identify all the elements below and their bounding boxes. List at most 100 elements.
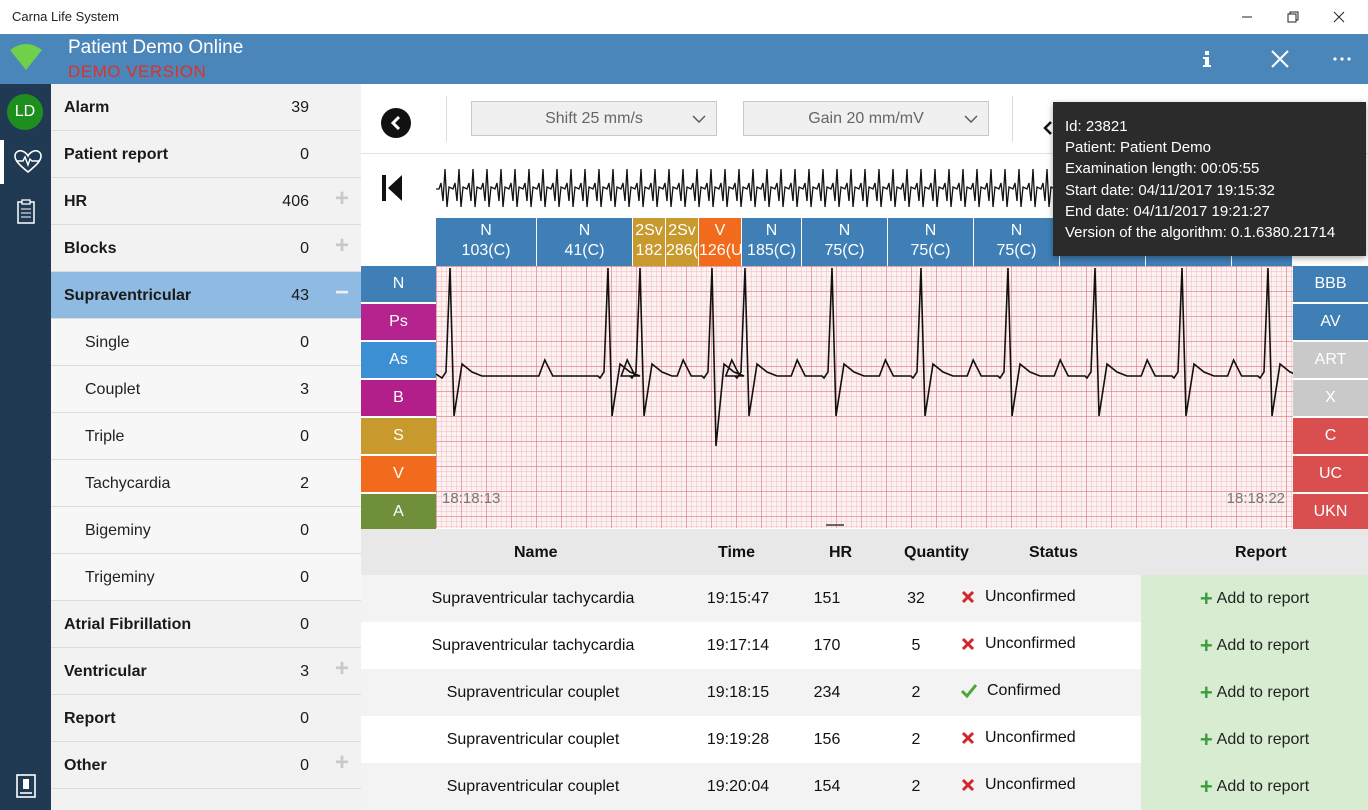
- category-count: 39: [291, 99, 309, 116]
- close-icon[interactable]: [1263, 42, 1297, 76]
- beat-label[interactable]: N 75(C): [974, 218, 1060, 266]
- restore-icon[interactable]: [1270, 0, 1316, 34]
- beat-class-button-as[interactable]: As: [361, 342, 436, 379]
- category-count: 0: [300, 710, 309, 727]
- add-to-report-button[interactable]: + Add to report: [1141, 763, 1368, 810]
- toolbar-divider: [1012, 96, 1013, 142]
- tooltip-length: Examination length: 00:05:55: [1065, 160, 1260, 178]
- status-badge[interactable]: Unconfirmed: [961, 729, 1076, 747]
- more-options-icon[interactable]: [1325, 42, 1359, 76]
- table-row[interactable]: Supraventricular tachycardia 19:17:14 170 5…: [361, 622, 1368, 669]
- add-to-report-label: Add to report: [1216, 636, 1310, 654]
- category-label: Triple: [85, 428, 125, 445]
- beat-class-button-n[interactable]: N: [361, 266, 436, 303]
- status-badge[interactable]: Unconfirmed: [961, 776, 1076, 794]
- table-row[interactable]: Supraventricular couplet 19:19:28 156 2 Unco…: [361, 716, 1368, 763]
- table-row[interactable]: Supraventricular couplet 19:18:15 234 2 Conf…: [361, 669, 1368, 716]
- col-status[interactable]: Status: [1029, 544, 1078, 561]
- add-to-report-button[interactable]: + Add to report: [1141, 622, 1368, 669]
- beat-class-button-a[interactable]: A: [361, 494, 436, 531]
- artifact-class-button-c[interactable]: C: [1293, 418, 1368, 455]
- status-badge[interactable]: Unconfirmed: [961, 635, 1076, 653]
- artifact-class-button-ukn[interactable]: UKN: [1293, 494, 1368, 531]
- category-count: 0: [300, 146, 309, 163]
- table-row[interactable]: Supraventricular tachycardia 19:15:47 151 3…: [361, 575, 1368, 622]
- status-text: Unconfirmed: [985, 635, 1076, 652]
- category-item-patient-report[interactable]: Patient report 0: [51, 131, 361, 178]
- beat-class-button-v[interactable]: V: [361, 456, 436, 493]
- add-to-report-button[interactable]: + Add to report: [1141, 716, 1368, 763]
- category-label: Other: [64, 757, 107, 774]
- category-label: Single: [85, 334, 130, 351]
- overview-ecg-trace: [436, 168, 1056, 208]
- close-window-icon[interactable]: [1316, 0, 1362, 34]
- category-item-trigeminy[interactable]: Trigeminy 0: [51, 554, 361, 601]
- clipboard-icon[interactable]: [0, 190, 51, 234]
- category-label: Patient report: [64, 146, 169, 163]
- category-item-ventricular[interactable]: Ventricular 3 +: [51, 648, 361, 695]
- category-item-couplet[interactable]: Couplet 3: [51, 366, 361, 413]
- minimize-icon[interactable]: [1224, 0, 1270, 34]
- expand-icon[interactable]: +: [334, 655, 349, 682]
- beat-label[interactable]: N 75(C): [888, 218, 974, 266]
- beat-label[interactable]: 2Sv 286(: [666, 218, 699, 266]
- plus-icon: +: [1199, 679, 1213, 705]
- shift-dropdown[interactable]: Shift 25 mm/s: [471, 101, 717, 136]
- beat-label[interactable]: N 75(C): [802, 218, 888, 266]
- beat-label[interactable]: N 41(C): [537, 218, 633, 266]
- beat-label[interactable]: V 126(U: [699, 218, 742, 266]
- artifact-class-button-bbb[interactable]: BBB: [1293, 266, 1368, 303]
- chevron-left-icon[interactable]: [1043, 120, 1053, 136]
- skip-to-start-icon[interactable]: [381, 173, 403, 203]
- col-name[interactable]: Name: [514, 544, 558, 561]
- category-item-report[interactable]: Report 0: [51, 695, 361, 742]
- category-item-supraventricular[interactable]: Supraventricular 43 −: [51, 272, 361, 319]
- category-item-bigeminy[interactable]: Bigeminy 0: [51, 507, 361, 554]
- heart-monitor-icon[interactable]: [0, 140, 51, 184]
- category-label: Supraventricular: [64, 287, 192, 304]
- col-report[interactable]: Report: [1235, 544, 1287, 561]
- expand-icon[interactable]: +: [334, 185, 349, 212]
- ecg-strip[interactable]: 18:18:13 18:18:22: [436, 266, 1293, 528]
- table-row[interactable]: Supraventricular couplet 19:20:04 154 2 Unco…: [361, 763, 1368, 810]
- beat-label[interactable]: 2Sv 182: [633, 218, 666, 266]
- collapse-icon[interactable]: −: [334, 279, 349, 306]
- category-item-hr[interactable]: HR 406 +: [51, 178, 361, 225]
- beat-label[interactable]: N 185(C): [742, 218, 802, 266]
- resize-handle[interactable]: [826, 524, 844, 526]
- category-label: Tachycardia: [85, 475, 171, 492]
- back-button[interactable]: [381, 108, 411, 138]
- patient-card-icon[interactable]: [0, 764, 51, 808]
- col-quantity[interactable]: Quantity: [904, 544, 969, 561]
- expand-icon[interactable]: +: [334, 749, 349, 776]
- avatar[interactable]: LD: [7, 94, 43, 130]
- category-item-other[interactable]: Other 0 +: [51, 742, 361, 789]
- category-count: 0: [300, 334, 309, 351]
- status-badge[interactable]: Confirmed: [961, 682, 1061, 700]
- category-item-alarm[interactable]: Alarm 39: [51, 84, 361, 131]
- category-item-tachycardia[interactable]: Tachycardia 2: [51, 460, 361, 507]
- artifact-class-button-uc[interactable]: UC: [1293, 456, 1368, 493]
- artifact-class-button-x[interactable]: X: [1293, 380, 1368, 417]
- beat-label[interactable]: N 103(C): [436, 218, 537, 266]
- category-item-triple[interactable]: Triple 0: [51, 413, 361, 460]
- add-to-report-button[interactable]: + Add to report: [1141, 669, 1368, 716]
- artifact-class-button-av[interactable]: AV: [1293, 304, 1368, 341]
- beat-class-button-ps[interactable]: Ps: [361, 304, 436, 341]
- category-item-atrial-fibrillation[interactable]: Atrial Fibrillation 0: [51, 601, 361, 648]
- beat-class-button-s[interactable]: S: [361, 418, 436, 455]
- gain-dropdown[interactable]: Gain 20 mm/mV: [743, 101, 989, 136]
- beat-value: 75(C): [910, 242, 951, 259]
- toolbar-divider: [446, 96, 447, 142]
- add-to-report-button[interactable]: + Add to report: [1141, 575, 1368, 622]
- add-to-report-label: Add to report: [1216, 589, 1310, 607]
- category-item-blocks[interactable]: Blocks 0 +: [51, 225, 361, 272]
- artifact-class-button-art[interactable]: ART: [1293, 342, 1368, 379]
- col-time[interactable]: Time: [718, 544, 756, 561]
- beat-class-button-b[interactable]: B: [361, 380, 436, 417]
- info-icon[interactable]: [1190, 42, 1224, 76]
- col-hr[interactable]: HR: [829, 544, 853, 561]
- status-badge[interactable]: Unconfirmed: [961, 588, 1076, 606]
- expand-icon[interactable]: +: [334, 232, 349, 259]
- category-item-single[interactable]: Single 0: [51, 319, 361, 366]
